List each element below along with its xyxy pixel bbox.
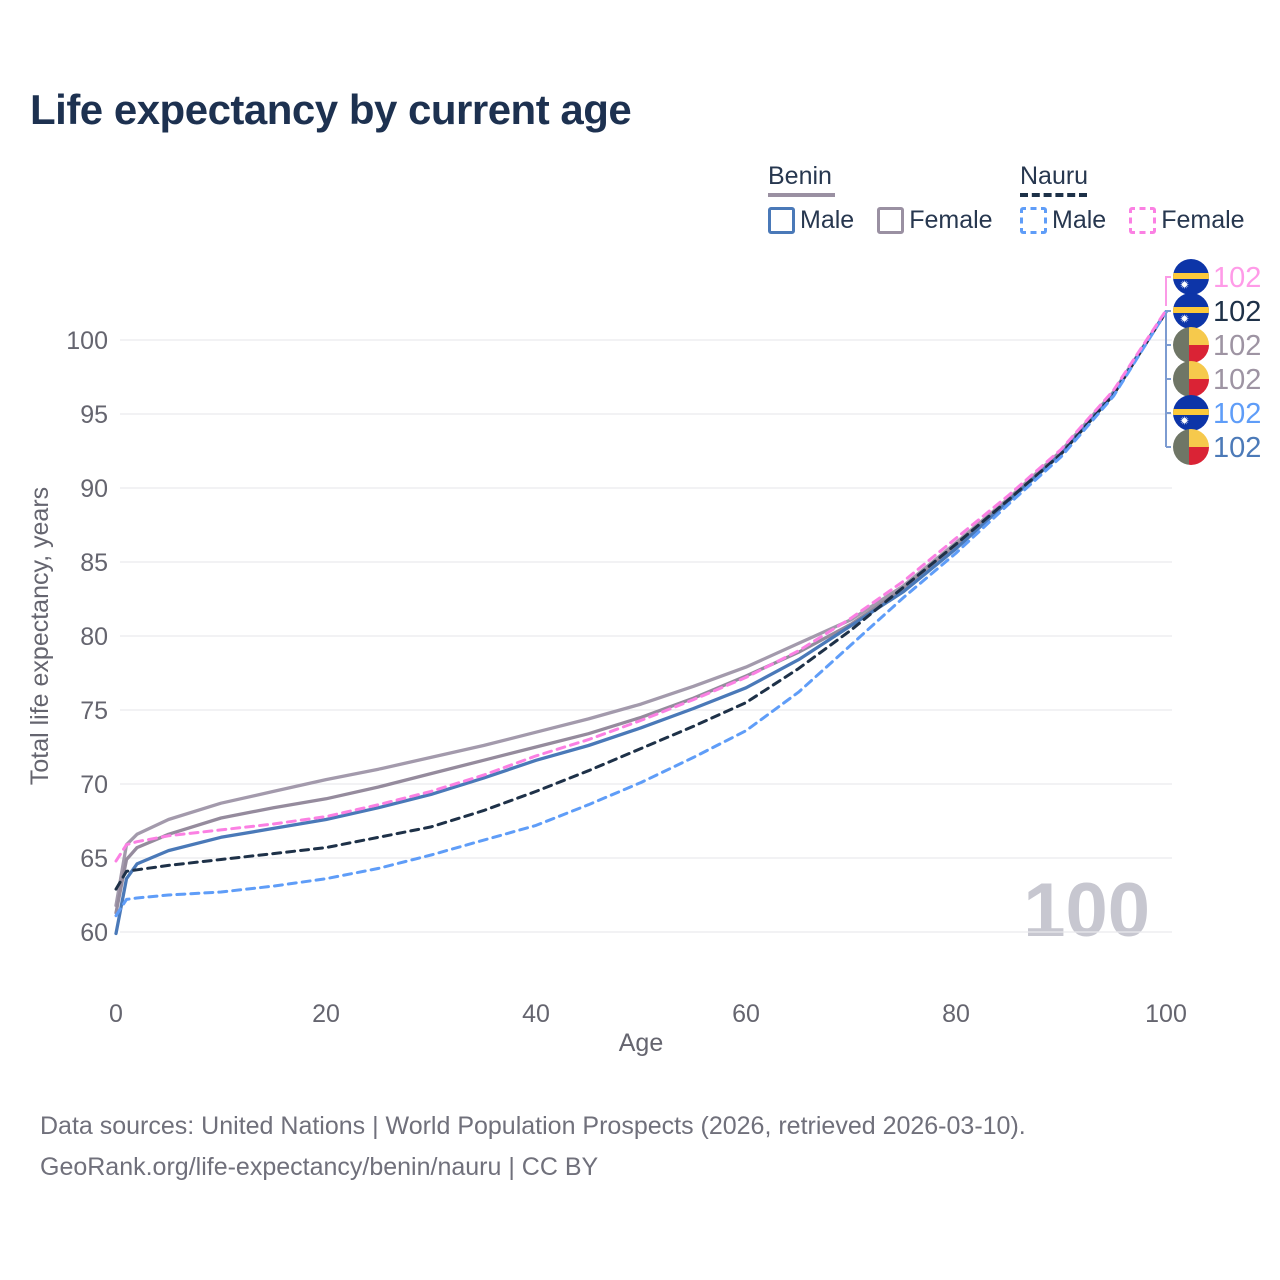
y-tick-label: 60: [80, 919, 108, 947]
y-tick-label: 100: [66, 327, 108, 355]
data-source-line: Data sources: United Nations | World Pop…: [40, 1112, 1026, 1140]
nauru-line-swatch: [1020, 193, 1087, 197]
legend-item-benin-female[interactable]: Female: [877, 206, 993, 235]
series-lines: [114, 308, 1168, 936]
x-axis-title: Age: [619, 1029, 663, 1057]
x-tick-label: 40: [522, 1000, 550, 1028]
x-tick-label: 80: [942, 1000, 970, 1028]
x-tick-label: 0: [109, 1000, 123, 1028]
legend-item-nauru-female-label: Female: [1161, 206, 1245, 234]
benin-female-swatch-icon: [877, 207, 905, 234]
gridlines: [120, 339, 1172, 933]
x-tick-label: 60: [732, 1000, 760, 1028]
series-line-nauru-all[interactable]: [114, 310, 1168, 891]
benin-flag-icon: [1173, 327, 1209, 363]
series-line-benin-male[interactable]: [114, 310, 1168, 936]
x-tick-label: 100: [1145, 1000, 1187, 1028]
series-line-nauru-male[interactable]: [114, 310, 1168, 918]
legend-item-benin-male[interactable]: Male: [768, 206, 854, 235]
series-line-nauru-female[interactable]: [114, 308, 1168, 863]
nauru-flag-icon: [1173, 259, 1209, 295]
benin-flag-icon: [1173, 429, 1209, 465]
year-watermark: 100: [1023, 868, 1150, 953]
x-tick-label: 20: [312, 1000, 340, 1028]
y-axis-title: Total life expectancy, years: [26, 487, 54, 785]
legend-item-benin-male-label: Male: [800, 206, 855, 234]
legend-country-nauru[interactable]: Nauru: [1020, 162, 1268, 197]
end-label-benin-male: 102: [1213, 432, 1261, 464]
benin-line-swatch: [768, 193, 835, 197]
legend-country-nauru-label: Nauru: [1020, 162, 1089, 190]
legend-group-nauru: Nauru Male Female: [1020, 162, 1268, 235]
end-label-benin-female: 102: [1213, 330, 1261, 362]
benin-flag-icon: [1173, 361, 1209, 397]
nauru-female-swatch-icon: [1129, 207, 1157, 234]
legend-country-benin[interactable]: Benin: [768, 162, 1016, 197]
nauru-flag-icon: [1173, 293, 1209, 329]
end-label-nauru-male: 102: [1213, 398, 1261, 430]
legend-item-nauru-female[interactable]: Female: [1129, 206, 1245, 235]
page-title: Life expectancy by current age: [30, 86, 632, 133]
y-tick-label: 80: [80, 623, 108, 651]
end-label-nauru-female: 102: [1213, 262, 1261, 294]
series-line-benin-female[interactable]: [114, 310, 1168, 908]
nauru-male-swatch-icon: [1020, 207, 1047, 234]
y-tick-label: 90: [80, 475, 108, 503]
legend-item-nauru-male-label: Male: [1052, 206, 1107, 234]
legend-item-nauru-male[interactable]: Male: [1020, 206, 1106, 235]
axis-labels: 60 65 70 75 80 85 90 95 100 0 20 40 60 80 100 Age Total …: [26, 327, 1187, 1057]
y-tick-label: 85: [80, 549, 108, 577]
legend-country-benin-label: Benin: [768, 162, 832, 190]
end-label-benin: 102: [1213, 364, 1261, 396]
attribution-line: GeoRank.org/life-expectancy/benin/nauru …: [40, 1153, 599, 1181]
y-tick-label: 75: [80, 697, 108, 725]
legend-group-benin: Benin Male Female: [768, 162, 1016, 235]
leader-lines: [1165, 276, 1171, 448]
footer: Data sources: United Nations | World Pop…: [40, 1106, 1026, 1188]
legend-item-benin-female-label: Female: [909, 206, 993, 234]
benin-male-swatch-icon: [768, 207, 795, 234]
end-label-nauru: 102: [1213, 296, 1261, 328]
y-tick-label: 70: [80, 771, 108, 799]
nauru-flag-icon: [1173, 395, 1209, 431]
y-tick-label: 95: [80, 401, 108, 429]
y-tick-label: 65: [80, 845, 108, 873]
